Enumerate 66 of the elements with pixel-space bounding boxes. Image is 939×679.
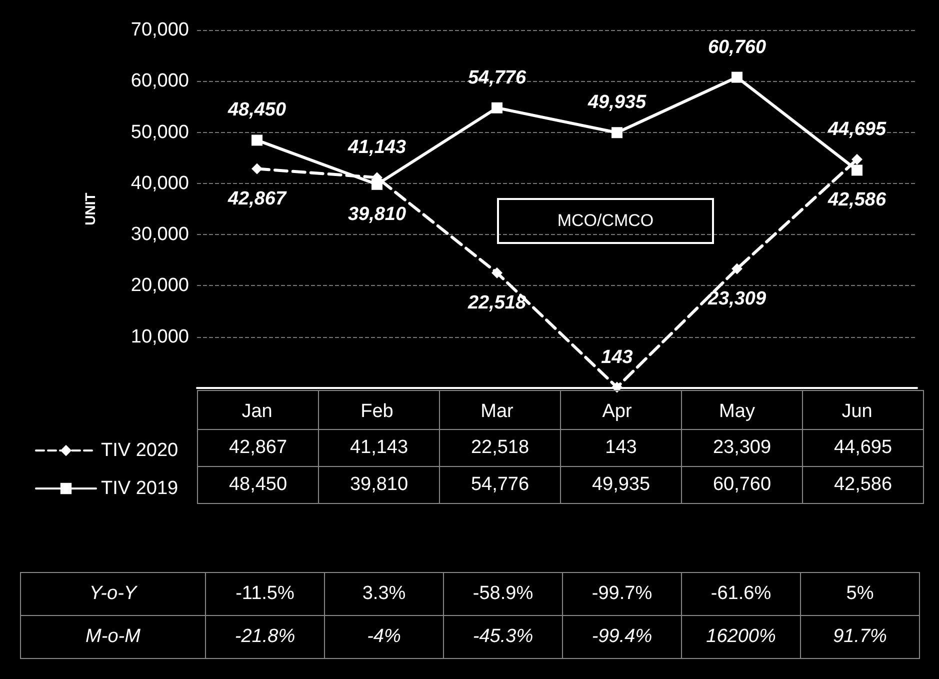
text: 22,518 [468, 292, 526, 314]
point [612, 127, 622, 138]
y-tick-label: 30,000 [130, 224, 189, 246]
point [612, 382, 622, 393]
point [492, 267, 502, 278]
text: -99.4% [562, 616, 682, 658]
text: -99.7% [562, 572, 682, 616]
x-tick-label: Jun [842, 401, 872, 422]
data-label: 39,810 [318, 466, 440, 504]
legend-label: TIV 2020 [101, 440, 178, 461]
text: 42,867 [228, 188, 286, 210]
text: 42,586 [828, 190, 886, 211]
data-label: 44,695 [802, 430, 924, 466]
data-label: 22,518 [440, 430, 560, 466]
text: -11.5% [206, 572, 324, 616]
data-label: 54,776 [440, 466, 560, 504]
point [852, 154, 862, 165]
point [252, 163, 262, 174]
text: 60,760 [708, 36, 766, 58]
point [732, 72, 742, 83]
y-axis-title: UNIT [82, 192, 98, 226]
text: 3.3% [324, 572, 444, 616]
data-label: 143 [560, 430, 682, 466]
y-tick-label: 20,000 [130, 275, 189, 296]
x-tick-label: Apr [602, 401, 632, 422]
text: 39,810 [348, 204, 406, 225]
legend-label: TIV 2019 [101, 478, 178, 499]
text: 16200% [682, 616, 800, 658]
text: 91.7% [800, 616, 920, 658]
text: 5% [800, 572, 920, 616]
text: -58.9% [444, 572, 562, 616]
x-tick-label: Mar [480, 401, 514, 422]
y-tick-label: 70,000 [130, 20, 189, 40]
text: M-o-M [20, 616, 206, 658]
data-label: 60,760 [682, 466, 802, 504]
y-tick-label: 40,000 [130, 172, 189, 194]
text: 143 [601, 346, 633, 368]
point [492, 102, 502, 114]
text: -45.3% [444, 616, 562, 658]
y-tick-label: 10,000 [130, 326, 189, 348]
x-tick-label: May [719, 401, 756, 422]
text: 49,935 [588, 92, 646, 114]
data-label: 23,309 [682, 430, 802, 466]
text: -4% [324, 616, 444, 658]
annotation: MCO/CMCO [497, 198, 714, 244]
text: 44,695 [828, 118, 886, 140]
y-tick-label: 50,000 [130, 122, 189, 143]
text: Y-o-Y [20, 572, 206, 616]
point [732, 263, 742, 274]
text: -61.6% [682, 572, 800, 616]
data-label: 42,586 [802, 466, 924, 504]
point [372, 178, 382, 190]
text: -21.8% [206, 616, 324, 658]
text: 54,776 [468, 67, 526, 88]
x-tick-label: Jan [242, 401, 272, 422]
text: 41,143 [348, 137, 406, 158]
data-label: 42,867 [198, 430, 318, 466]
point [252, 134, 262, 146]
y-tick-label: 60,000 [130, 70, 189, 92]
data-label: 41,143 [318, 430, 440, 466]
text: 48,450 [228, 100, 286, 121]
data-label: 48,450 [198, 466, 318, 504]
text: 23,309 [708, 288, 766, 310]
point [852, 164, 862, 176]
x-tick-label: Feb [360, 401, 394, 422]
data-label: 49,935 [560, 466, 682, 504]
